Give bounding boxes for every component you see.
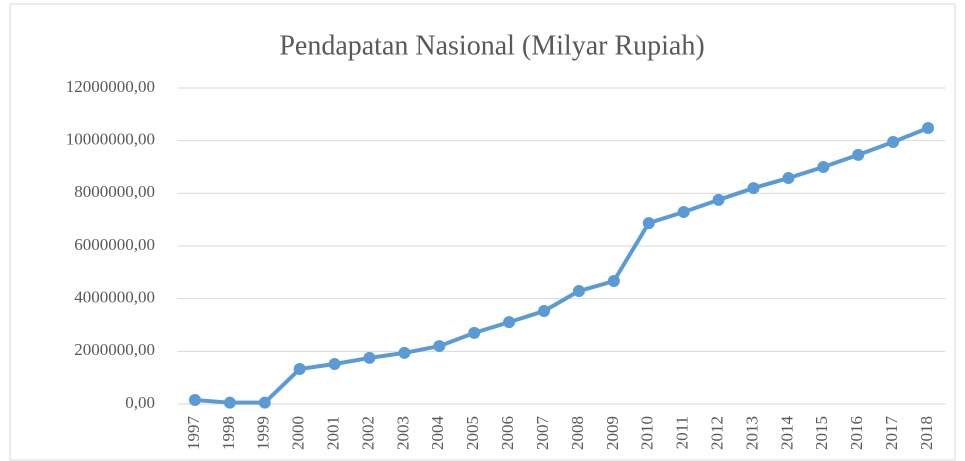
point <box>293 362 306 375</box>
x-tick-label: 2016 <box>847 416 866 450</box>
x-tick-label: 2009 <box>603 416 622 450</box>
x-tick-label: 2001 <box>323 416 342 450</box>
point <box>188 394 201 407</box>
point <box>223 396 236 409</box>
x-tick-label: 2017 <box>882 416 901 451</box>
x-tick-label: 2004 <box>428 416 447 451</box>
line <box>194 126 929 405</box>
chart-title: Pendapatan Nasional (Milyar Rupiah) <box>279 30 704 61</box>
point <box>258 396 271 409</box>
point <box>538 305 551 318</box>
point <box>363 351 376 364</box>
x-tick-label: 1999 <box>254 416 273 450</box>
point <box>607 275 620 288</box>
x-tick-label: 2002 <box>358 416 377 450</box>
x-tick-label: 2010 <box>638 416 657 450</box>
x-tick-label: 2006 <box>498 416 517 450</box>
point <box>817 161 830 173</box>
x-tick-label: 2008 <box>568 416 587 450</box>
point <box>677 206 690 219</box>
point <box>503 316 516 329</box>
point <box>468 326 481 339</box>
point <box>782 172 795 185</box>
x-tick-label: 2012 <box>707 416 726 450</box>
x-tick-label: 2018 <box>917 416 936 450</box>
point <box>712 193 725 206</box>
y-tick-label: 6000000,00 <box>74 235 155 254</box>
x-tick-label: 2005 <box>463 416 482 450</box>
x-tick-label: 2000 <box>289 416 308 450</box>
chart-frame <box>9 3 956 461</box>
x-tick-label: 2013 <box>742 416 761 450</box>
x-tick-label: 2015 <box>812 416 831 450</box>
point <box>572 285 585 298</box>
x-tick-label: 2011 <box>673 416 692 449</box>
point <box>852 148 865 161</box>
x-tick-label: 2003 <box>393 416 412 450</box>
point <box>328 357 341 370</box>
x-tick-label: 2007 <box>533 416 552 451</box>
y-tick-label: 10000000,00 <box>66 130 155 149</box>
x-tick-label: 1998 <box>219 416 238 450</box>
x-tick-label: 1997 <box>184 416 203 451</box>
x-tick-label: 2014 <box>777 416 796 451</box>
y-tick-label: 12000000,00 <box>66 77 155 96</box>
point <box>433 340 446 353</box>
point <box>887 135 900 148</box>
y-tick-label: 0,00 <box>125 393 155 412</box>
point <box>642 217 655 230</box>
point <box>398 346 411 359</box>
y-tick-label: 2000000,00 <box>74 340 155 359</box>
point <box>922 122 935 135</box>
y-tick-label: 4000000,00 <box>74 288 155 307</box>
y-tick-label: 8000000,00 <box>74 182 155 201</box>
point <box>747 182 760 195</box>
